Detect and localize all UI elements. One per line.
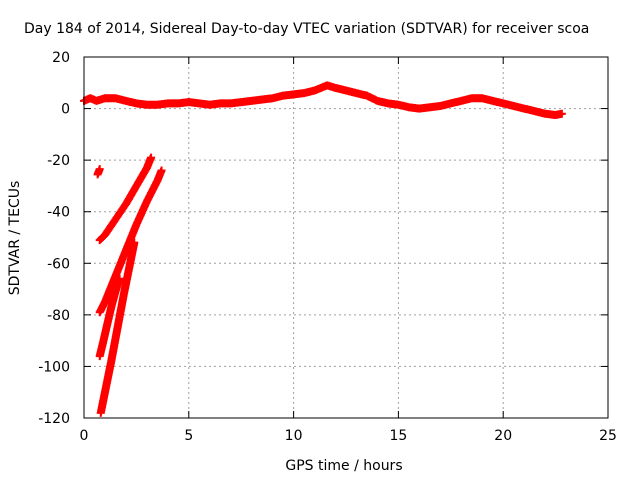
- data-point: [157, 166, 166, 175]
- series-4: [95, 166, 166, 317]
- series-3: [95, 153, 156, 245]
- x-tick-label: 5: [184, 428, 193, 444]
- data-point: [95, 165, 104, 174]
- y-tick-label: -80: [47, 308, 70, 324]
- chart-title: Day 184 of 2014, Sidereal Day-to-day VTE…: [24, 21, 589, 37]
- y-tick-label: -60: [47, 256, 70, 272]
- series-1: [80, 81, 566, 120]
- data-point: [557, 109, 566, 118]
- series-2: [93, 165, 104, 179]
- x-tick-label: 0: [80, 428, 89, 444]
- grid: [84, 57, 608, 418]
- tick-labels: 0 5 10 15 20 25 20 0 -20 -40 -60 -80 -100 -120: [38, 50, 617, 444]
- data-layer: [80, 81, 566, 417]
- y-tick-label: -120: [38, 411, 70, 427]
- series-6: [96, 238, 139, 417]
- tick-marks: [83, 56, 609, 419]
- y-tick-label: 0: [61, 102, 70, 118]
- y-tick-label: 20: [52, 50, 70, 66]
- y-tick-label: -40: [47, 205, 70, 221]
- plot-frame: [83, 56, 609, 419]
- x-tick-label: 15: [389, 428, 407, 444]
- data-point: [147, 153, 156, 162]
- data-point: [115, 274, 124, 283]
- x-tick-label: 10: [285, 428, 303, 444]
- data-point: [130, 238, 139, 247]
- y-axis-label: SDTVAR / TECUs: [7, 181, 23, 296]
- y-tick-label: -100: [38, 359, 70, 375]
- x-tick-label: 25: [599, 428, 617, 444]
- x-tick-label: 20: [494, 428, 512, 444]
- y-tick-label: -20: [47, 153, 70, 169]
- x-axis-label: GPS time / hours: [285, 458, 402, 474]
- series-5: [95, 274, 124, 361]
